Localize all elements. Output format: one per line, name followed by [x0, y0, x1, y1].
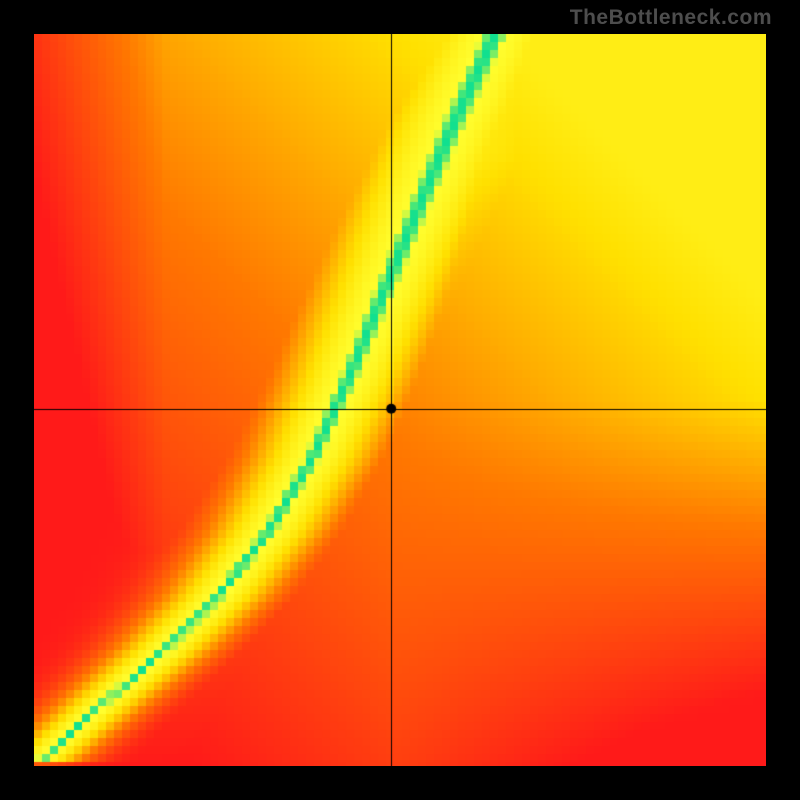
- watermark-text: TheBottleneck.com: [570, 6, 772, 30]
- crosshair-overlay: [34, 34, 766, 766]
- chart-container: TheBottleneck.com: [0, 0, 800, 800]
